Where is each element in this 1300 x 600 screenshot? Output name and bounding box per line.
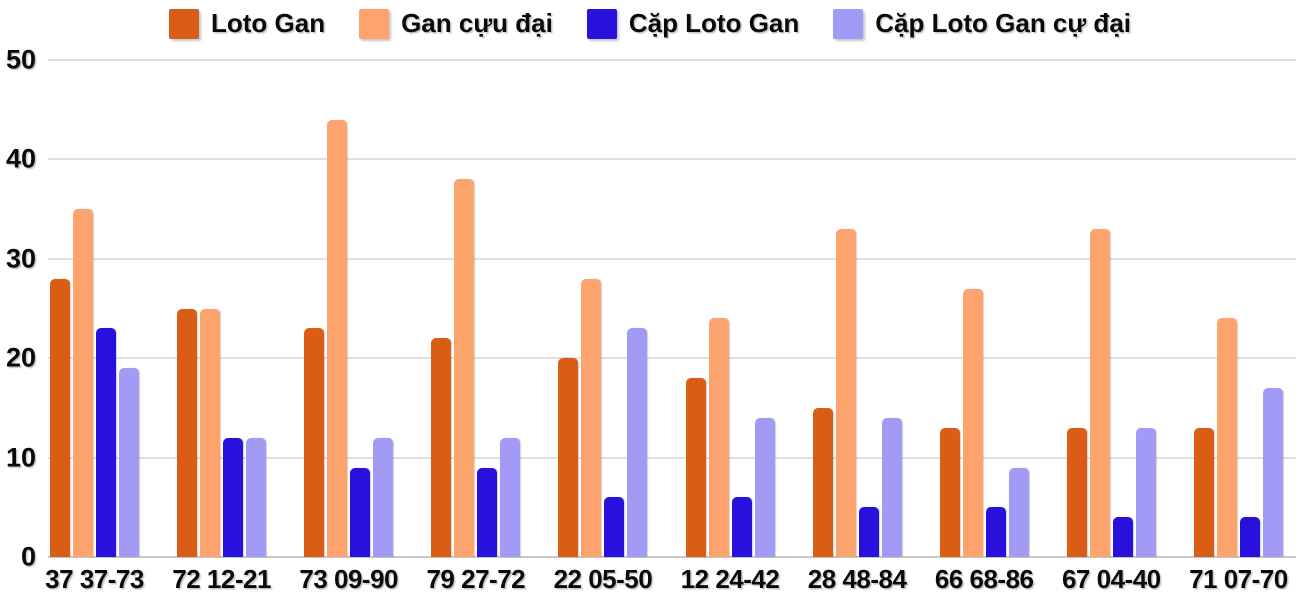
legend-label: Loto Gan (210, 8, 326, 38)
x-tick-label: 71 07-70 (1189, 564, 1288, 594)
bar-cap-loto-gan[interactable] (985, 507, 1006, 557)
bar-cap-loto-gan-cu-ai[interactable] (627, 328, 648, 557)
bar-loto-gan[interactable] (304, 328, 325, 557)
gridline (48, 357, 1296, 360)
legend-item-gan-cuu-ai[interactable]: Gan cựu đại (359, 8, 553, 39)
bar-cap-loto-gan-cu-ai[interactable] (119, 368, 139, 557)
legend-swatch-icon (359, 8, 390, 39)
bar-loto-gan[interactable] (177, 308, 198, 557)
y-tick-label: 40 (5, 143, 36, 174)
x-tick-label: 72 12-21 (172, 564, 271, 594)
bar-cap-loto-gan-cu-ai[interactable] (373, 437, 394, 557)
gridline (48, 456, 1296, 459)
x-tick-label: 73 09-90 (299, 564, 399, 594)
legend-item-cap-loto-gan[interactable]: Cặp Loto Gan (586, 8, 800, 39)
x-tick-label: 22 05-50 (553, 564, 653, 594)
y-tick-label: 10 (5, 442, 36, 473)
legend-label: Gan cựu đại (401, 8, 553, 38)
bar-gan-cuu-ai[interactable] (1216, 318, 1237, 557)
bar-loto-gan[interactable] (1193, 427, 1214, 557)
bar-cap-loto-gan-cu-ai[interactable] (754, 417, 775, 557)
legend-swatch-icon (586, 8, 617, 39)
gridline (48, 257, 1296, 260)
x-tick-label: 28 48-84 (807, 564, 907, 594)
bar-cap-loto-gan-cu-ai[interactable] (881, 417, 902, 557)
x-tick-label: 12 24-42 (680, 564, 780, 594)
bar-cap-loto-gan[interactable] (604, 497, 625, 557)
legend-swatch-icon (168, 8, 199, 39)
bar-cap-loto-gan[interactable] (96, 328, 116, 557)
bar-gan-cuu-ai[interactable] (200, 308, 221, 557)
gridline (48, 158, 1296, 161)
bar-gan-cuu-ai[interactable] (73, 209, 93, 557)
bar-cap-loto-gan[interactable] (858, 507, 879, 557)
bar-gan-cuu-ai[interactable] (454, 179, 475, 557)
y-tick-label: 50 (5, 44, 36, 75)
bar-cap-loto-gan-cu-ai[interactable] (246, 437, 267, 557)
bar-cap-loto-gan[interactable] (350, 467, 371, 557)
legend-swatch-icon (833, 8, 864, 39)
legend-item-loto-gan[interactable]: Loto Gan (168, 8, 326, 39)
bar-loto-gan[interactable] (431, 338, 452, 557)
bar-loto-gan[interactable] (1066, 427, 1087, 557)
y-tick-label: 0 (20, 541, 36, 572)
bar-loto-gan[interactable] (939, 427, 960, 557)
y-tick-label: 30 (5, 243, 36, 274)
bar-gan-cuu-ai[interactable] (581, 278, 602, 557)
bar-cap-loto-gan[interactable] (731, 497, 752, 557)
bar-cap-loto-gan[interactable] (477, 467, 498, 557)
bar-cap-loto-gan-cu-ai[interactable] (1262, 388, 1283, 557)
bar-cap-loto-gan-cu-ai[interactable] (1135, 427, 1156, 557)
gridline (48, 59, 1296, 61)
bar-cap-loto-gan[interactable] (1239, 517, 1260, 557)
bar-loto-gan[interactable] (558, 358, 579, 557)
bar-cap-loto-gan[interactable] (223, 437, 244, 557)
bar-loto-gan[interactable] (685, 378, 706, 557)
bar-loto-gan[interactable] (50, 278, 70, 557)
bar-gan-cuu-ai[interactable] (708, 318, 729, 557)
bar-cap-loto-gan[interactable] (1112, 517, 1133, 557)
y-tick-label: 20 (5, 342, 36, 373)
legend-label: Cặp Loto Gan (628, 8, 800, 38)
x-tick-label: 66 68-86 (934, 564, 1034, 594)
legend-item-cap-loto-gan-cu-ai[interactable]: Cặp Loto Gan cự đại (833, 8, 1131, 39)
bar-gan-cuu-ai[interactable] (835, 228, 856, 557)
x-tick-label: 67 04-40 (1061, 564, 1161, 594)
legend: Loto Gan Gan cựu đại Cặp Loto Gan Cặp Loto … (0, 8, 1300, 39)
x-axis-line (48, 556, 1296, 558)
bar-gan-cuu-ai[interactable] (962, 288, 983, 557)
x-tick-label: 79 27-72 (426, 564, 526, 594)
bar-cap-loto-gan-cu-ai[interactable] (1008, 467, 1029, 557)
bar-loto-gan[interactable] (812, 407, 833, 557)
legend-label: Cặp Loto Gan cự đại (875, 8, 1131, 38)
bar-cap-loto-gan-cu-ai[interactable] (500, 437, 521, 557)
x-tick-label: 37 37-73 (45, 564, 144, 594)
bar-gan-cuu-ai[interactable] (1089, 228, 1110, 557)
bar-gan-cuu-ai[interactable] (327, 119, 348, 557)
